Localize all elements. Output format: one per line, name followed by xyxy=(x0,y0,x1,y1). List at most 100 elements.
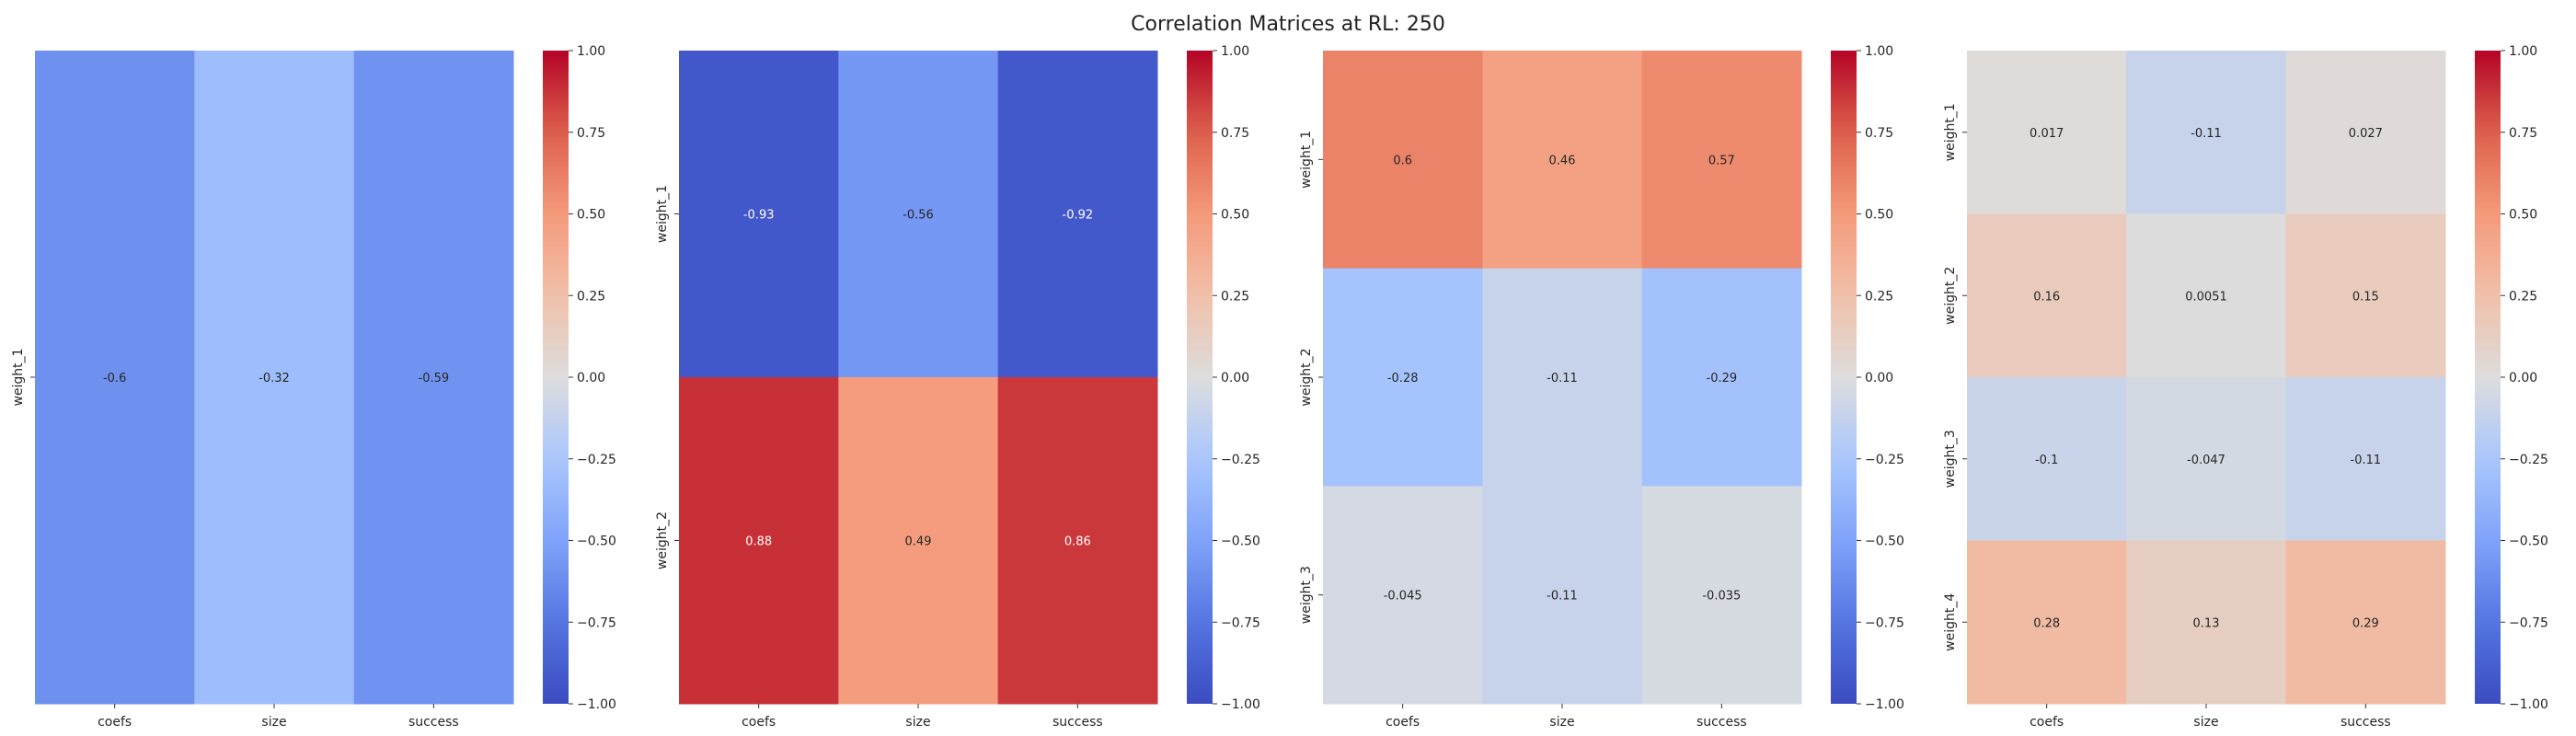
heatmap-panel-2: -0.93 -0.56 -0.92 0.88 0.49 0.86 coefs size succ… xyxy=(655,44,1260,730)
x-tick-label: size xyxy=(1549,715,1574,730)
heatmap-cell xyxy=(2126,51,2287,214)
colorbar xyxy=(1187,51,1213,704)
figure-title: Correlation Matrices at RL: 250 xyxy=(1131,13,1445,36)
heatmap-cell xyxy=(1482,486,1643,705)
cell-value-label: 0.86 xyxy=(1064,535,1091,549)
x-tick-label: success xyxy=(2340,715,2391,730)
colorbar-tick-label: 0.00 xyxy=(577,371,605,385)
cell-value-label: -0.6 xyxy=(103,372,126,385)
colorbar-tick-label: −0.25 xyxy=(1221,453,1260,467)
heatmap-cell xyxy=(2285,540,2446,705)
x-tick-label: coefs xyxy=(742,715,776,730)
heatmap-cell xyxy=(838,51,999,378)
cell-value-label: -0.045 xyxy=(1384,590,1422,604)
cell-value-label: 0.57 xyxy=(1708,154,1735,167)
heatmap-cell xyxy=(997,51,1158,378)
heatmap-cell xyxy=(2285,213,2446,378)
heatmap-cell xyxy=(838,377,999,705)
colorbar-tick-label: 0.00 xyxy=(1865,371,1893,385)
colorbar-tick-label: −0.75 xyxy=(1221,615,1260,630)
colorbar-tick-label: −0.75 xyxy=(577,615,616,630)
heatmap-cell xyxy=(2285,51,2446,214)
colorbar xyxy=(2475,51,2501,704)
cell-value-label: 0.29 xyxy=(2352,616,2379,630)
colorbar-tick-label: 0.75 xyxy=(1865,126,1893,141)
colorbar-tick-label: −0.50 xyxy=(1865,535,1904,549)
cell-value-label: 0.0051 xyxy=(2185,290,2227,304)
heatmap-cell xyxy=(194,51,355,705)
colorbar-tick-label: −0.50 xyxy=(577,535,616,549)
cell-value-label: 0.027 xyxy=(2349,127,2383,141)
colorbar-tick-label: 0.00 xyxy=(1221,371,1249,385)
heatmap-cell xyxy=(679,377,839,705)
y-tick-label: weight_1 xyxy=(1299,131,1314,189)
colorbar-tick-label: −1.00 xyxy=(1221,697,1260,712)
y-tick-label: weight_4 xyxy=(1943,593,1958,651)
colorbar-tick-label: 1.00 xyxy=(1865,44,1893,59)
y-tick-label: weight_2 xyxy=(1299,348,1314,406)
cell-value-label: -0.1 xyxy=(2035,454,2058,467)
x-tick-label: coefs xyxy=(2030,715,2064,730)
x-tick-label: size xyxy=(2193,715,2218,730)
cell-value-label: 0.13 xyxy=(2193,616,2220,630)
colorbar xyxy=(1831,51,1857,704)
colorbar-tick-label: 0.50 xyxy=(1221,208,1249,223)
heatmap-cell xyxy=(2126,377,2287,541)
colorbar-tick-label: 0.75 xyxy=(577,126,605,141)
heatmap-cell xyxy=(1967,540,2127,705)
heatmap-cell xyxy=(1323,268,1483,487)
cell-value-label: -0.56 xyxy=(903,209,934,223)
colorbar-tick-label: 1.00 xyxy=(577,44,605,59)
cell-value-label: -0.11 xyxy=(2351,454,2382,467)
colorbar-tick-label: −0.25 xyxy=(577,453,616,467)
heatmap-cell xyxy=(1967,51,2127,214)
x-tick-label: success xyxy=(1052,715,1103,730)
colorbar-tick-label: 0.75 xyxy=(1221,126,1249,141)
colorbar-tick-label: −0.50 xyxy=(1221,535,1260,549)
colorbar-tick-label: −0.75 xyxy=(1865,615,1904,630)
colorbar-tick-label: −0.25 xyxy=(2509,453,2548,467)
heatmap-cell xyxy=(1641,51,1802,270)
x-tick-label: size xyxy=(261,715,286,730)
colorbar-tick-label: 0.50 xyxy=(2509,208,2537,223)
heatmap-cell xyxy=(1967,377,2127,541)
heatmap-cell xyxy=(35,51,195,705)
colorbar-tick-label: 0.00 xyxy=(2509,371,2537,385)
heatmap-cell xyxy=(1482,268,1643,487)
colorbar-tick-label: 0.50 xyxy=(577,208,605,223)
colorbar-tick-label: −0.50 xyxy=(2509,535,2548,549)
colorbar-tick-label: 0.25 xyxy=(1221,289,1249,304)
cell-value-label: -0.11 xyxy=(2191,127,2222,141)
heatmap-panel-4: 0.017 -0.11 0.027 0.16 0.0051 0.15 -0.1 -0.047 -… xyxy=(1943,44,2548,730)
x-tick-label: size xyxy=(905,715,930,730)
colorbar-tick-label: −1.00 xyxy=(577,697,616,712)
x-tick-label: success xyxy=(1696,715,1747,730)
cell-value-label: -0.047 xyxy=(2187,454,2225,467)
heatmap-cell xyxy=(1967,213,2127,378)
x-tick-label: coefs xyxy=(98,715,132,730)
y-tick-label: weight_1 xyxy=(1943,103,1958,161)
x-tick-label: coefs xyxy=(1386,715,1420,730)
heatmap-cell xyxy=(353,51,514,705)
y-tick-label: weight_1 xyxy=(655,185,670,243)
y-tick-label: weight_2 xyxy=(655,512,670,569)
heatmap-cell xyxy=(2285,377,2446,541)
cell-value-label: 0.49 xyxy=(905,535,932,549)
cell-value-label: 0.16 xyxy=(2033,290,2060,304)
y-tick-label: weight_1 xyxy=(11,348,26,406)
colorbar-tick-label: −0.25 xyxy=(1865,453,1904,467)
heatmap-cell xyxy=(2126,213,2287,378)
cell-value-label: -0.11 xyxy=(1547,372,1578,385)
heatmap-cell xyxy=(1323,51,1483,270)
colorbar-tick-label: 0.50 xyxy=(1865,208,1893,223)
x-tick-label: success xyxy=(408,715,459,730)
colorbar xyxy=(543,51,569,704)
heatmap-cell xyxy=(1641,486,1802,705)
cell-value-label: -0.29 xyxy=(1707,372,1738,385)
heatmap-cell xyxy=(2126,540,2287,705)
cell-value-label: 0.15 xyxy=(2352,290,2379,304)
colorbar-tick-label: 0.25 xyxy=(577,289,605,304)
heatmap-cell xyxy=(1323,486,1483,705)
heatmap-cell xyxy=(679,51,839,378)
y-tick-label: weight_3 xyxy=(1943,430,1958,488)
